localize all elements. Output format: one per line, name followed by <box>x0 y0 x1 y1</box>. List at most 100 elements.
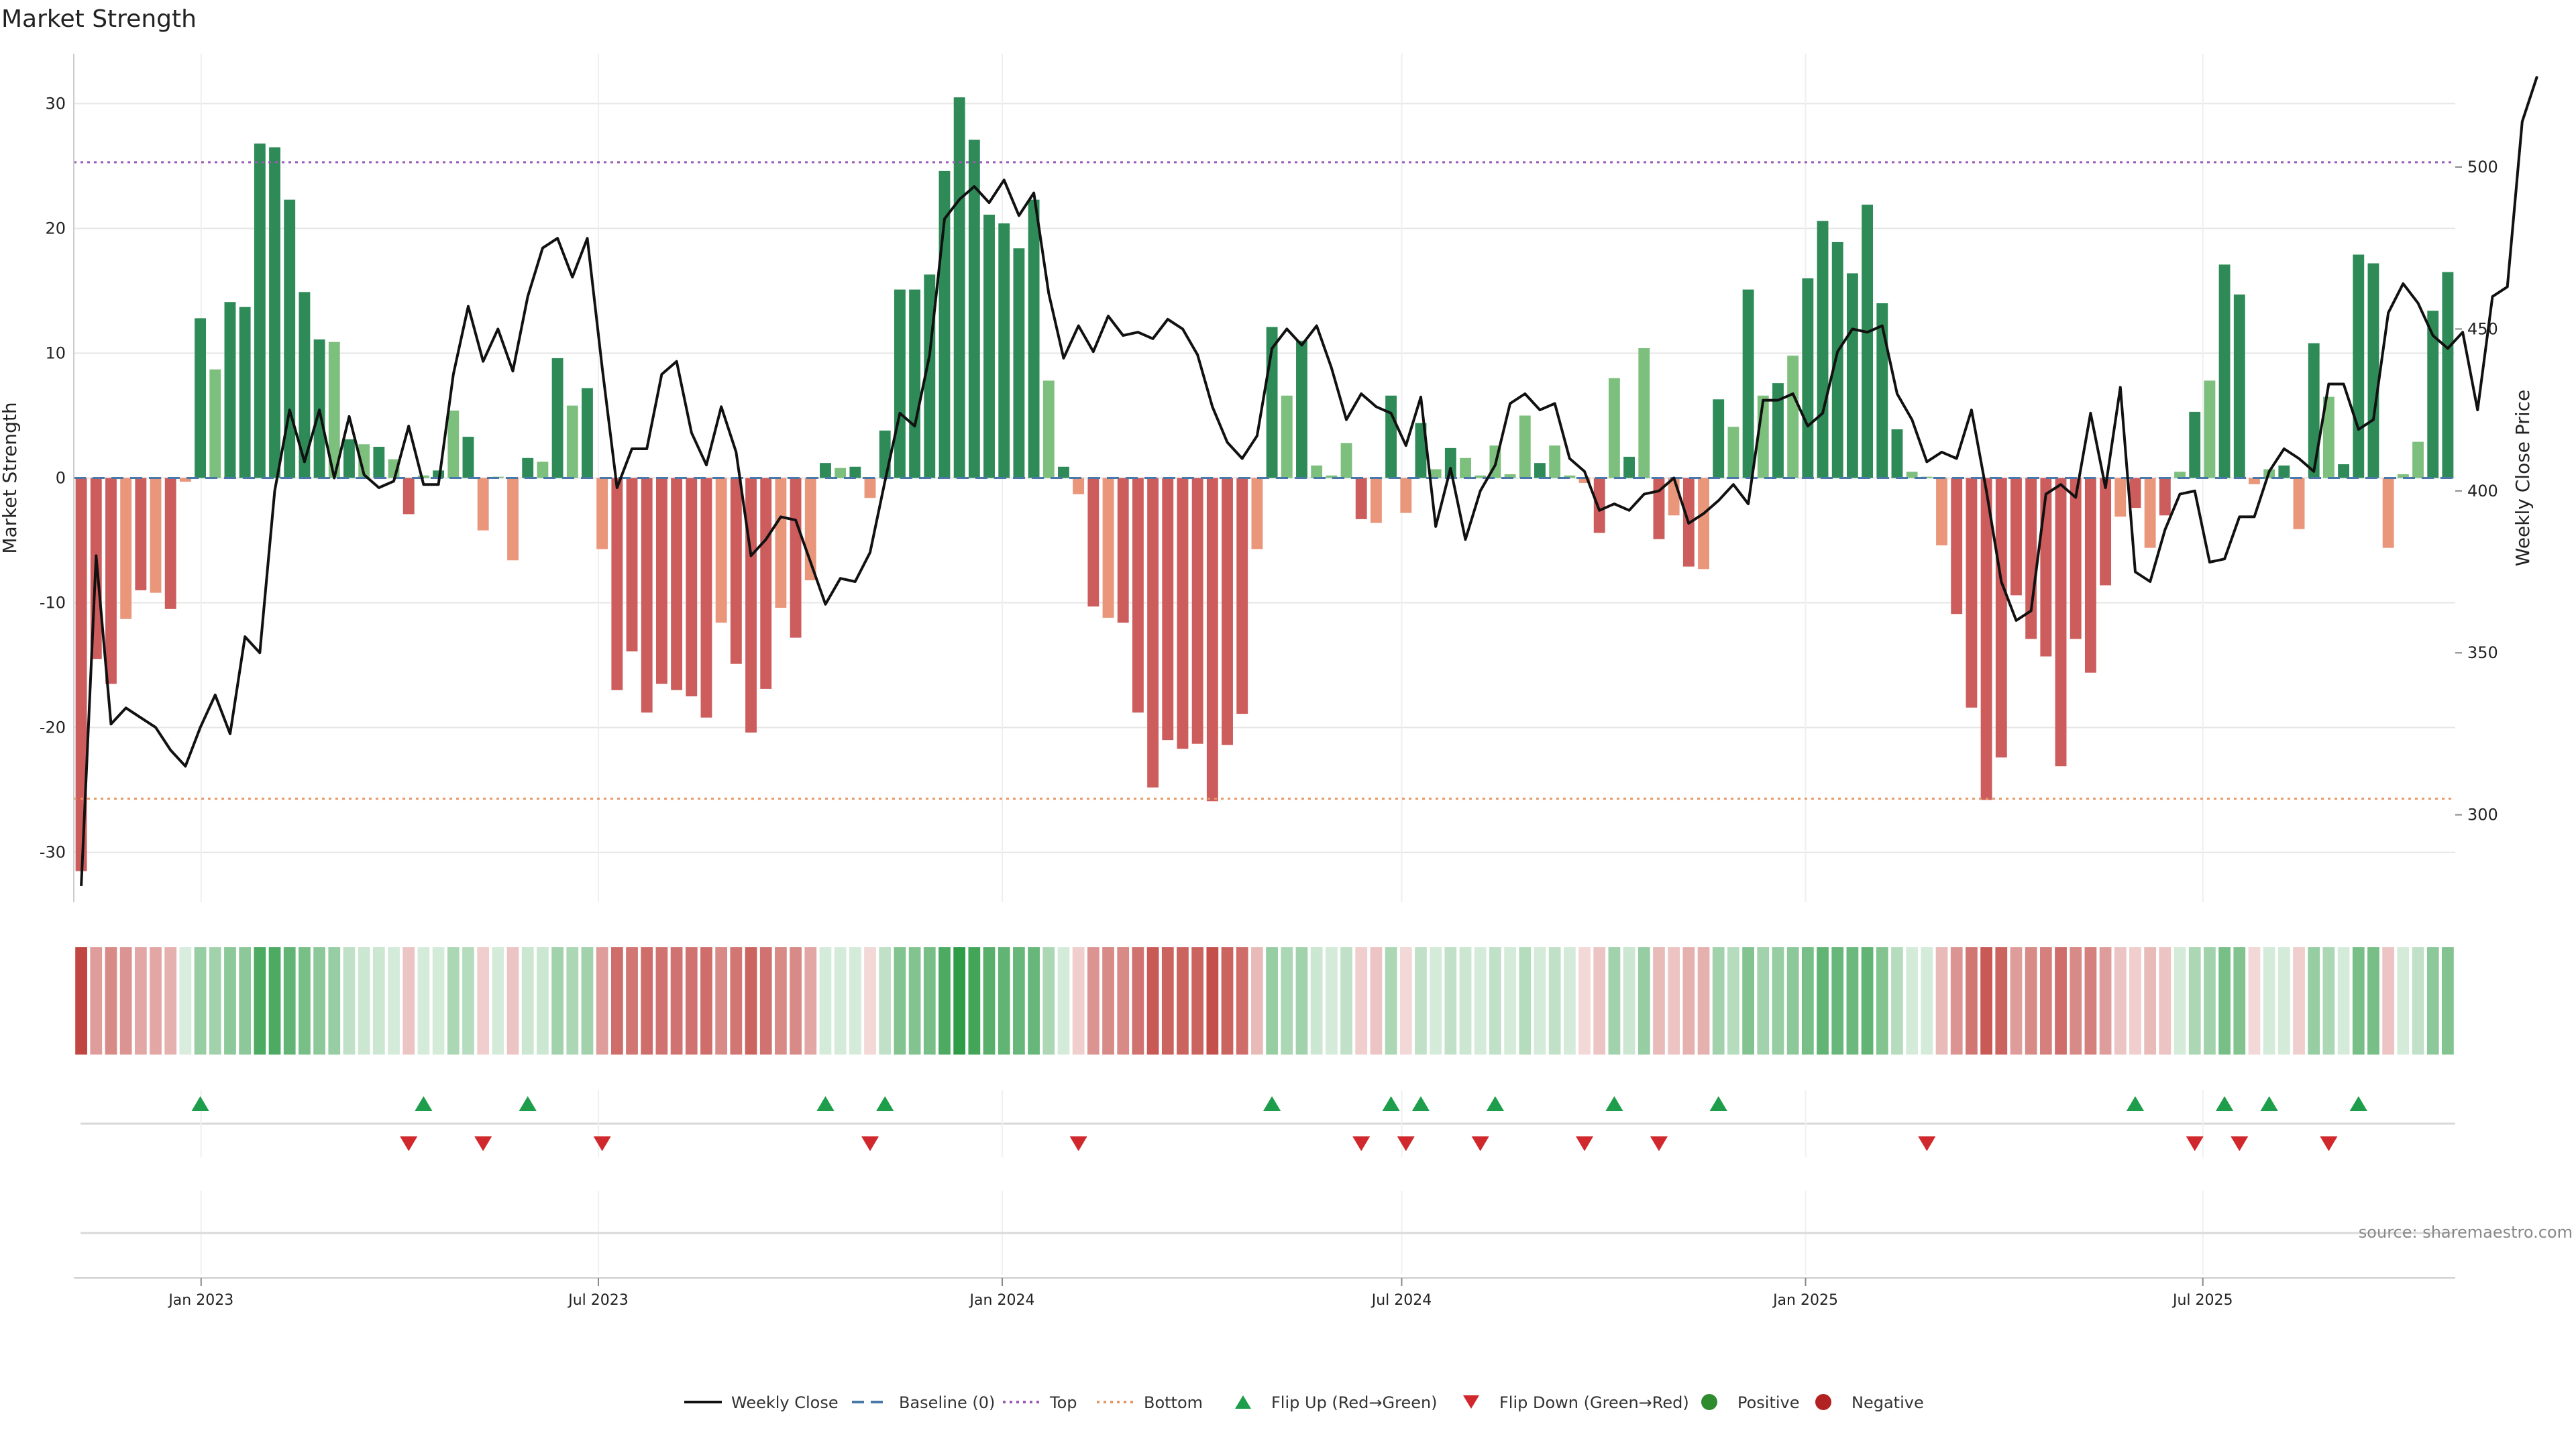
heat-cell <box>1206 947 1219 1055</box>
flip-up-marker <box>2126 1096 2144 1111</box>
strength-bar <box>909 289 921 478</box>
strength-bar <box>1802 278 1814 478</box>
heat-cell <box>1786 947 1799 1055</box>
legend-item: Top <box>1003 1393 1077 1412</box>
legend-item: Bottom <box>1097 1393 1203 1412</box>
heat-cell <box>343 947 356 1055</box>
strength-bar <box>2159 478 2171 516</box>
heat-cell <box>1861 947 1874 1055</box>
strength-bar <box>641 478 653 713</box>
strength-bar <box>284 199 296 478</box>
strength-bar <box>1028 199 1040 478</box>
heat-cell <box>655 947 668 1055</box>
x-tick-label: Jul 2024 <box>1371 1292 1432 1309</box>
strength-bar <box>224 302 236 478</box>
heat-cell <box>239 947 252 1055</box>
strength-bar <box>2070 478 2082 639</box>
heat-cell <box>447 947 460 1055</box>
axes: -30 -20 -10 0 10 20 30 Market Strength 300 350 400… <box>0 54 2534 902</box>
heat-cell <box>1028 947 1040 1055</box>
heat-cell <box>1415 947 1427 1055</box>
heat-cell <box>1563 947 1576 1055</box>
strength-bar <box>2040 478 2052 657</box>
strength-bar <box>1340 443 1352 478</box>
heat-cell <box>1742 947 1754 1055</box>
strength-bar <box>2427 311 2439 478</box>
heat-cell <box>194 947 207 1055</box>
strength-bar <box>1430 469 1442 478</box>
heat-cell <box>268 947 281 1055</box>
heat-cell <box>879 947 892 1055</box>
heat-cell <box>819 947 832 1055</box>
heat-cell <box>551 947 564 1055</box>
strength-bar <box>1772 383 1784 478</box>
legend-swatch <box>1701 1394 1717 1410</box>
strength-bar <box>1966 478 1978 708</box>
strength-bar <box>1891 429 1903 478</box>
strength-bar <box>551 358 564 478</box>
heat-cell <box>685 947 698 1055</box>
strength-bar <box>135 478 147 590</box>
heat-cell <box>2039 947 2052 1055</box>
strength-bar <box>1504 474 1516 478</box>
strength-bar <box>760 478 772 689</box>
heat-cell <box>2293 947 2305 1055</box>
strength-bar <box>715 478 727 623</box>
heat-cell <box>402 947 415 1055</box>
y-tick-label: -20 <box>40 718 66 737</box>
strength-bar <box>820 463 831 478</box>
heat-cell <box>1325 947 1338 1055</box>
heat-cell <box>2129 947 2141 1055</box>
heat-cell <box>804 947 817 1055</box>
heat-cell <box>1236 947 1248 1055</box>
weekly-close-line <box>80 76 2538 886</box>
heat-cell <box>775 947 787 1055</box>
heat-cell <box>1593 947 1606 1055</box>
heat-cell <box>1177 947 1189 1055</box>
strength-bar <box>1236 478 1248 714</box>
legend: Weekly Close Baseline (0) Top Bottom Flip Up… <box>684 1393 1924 1412</box>
strength-bar <box>849 466 861 478</box>
heat-cell <box>2025 947 2037 1055</box>
heat-cell <box>2070 947 2082 1055</box>
strength-bar <box>75 478 87 871</box>
strength-bar <box>522 458 534 478</box>
legend-label: Baseline (0) <box>899 1393 995 1412</box>
strength-bar <box>894 289 906 478</box>
strength-bar <box>2367 263 2379 478</box>
heat-cell <box>1072 947 1085 1055</box>
strength-bar <box>1951 478 1963 614</box>
strength-bars <box>75 97 2454 871</box>
y-tick-label: 10 <box>45 343 66 362</box>
legend-item: Flip Up (Red→Green) <box>1235 1393 1438 1412</box>
legend-label: Flip Down (Green→Red) <box>1499 1393 1689 1412</box>
strength-bar <box>433 470 445 478</box>
heat-cell <box>2382 947 2395 1055</box>
heat-cell <box>477 947 490 1055</box>
heat-cell <box>1042 947 1055 1055</box>
strength-bar <box>1385 395 1397 478</box>
strength-bar <box>953 97 965 478</box>
strength-bar <box>2144 478 2156 548</box>
strength-bar <box>700 478 712 718</box>
heat-cell <box>2337 947 2350 1055</box>
heat-cell <box>983 947 996 1055</box>
y2-axis-label: Weekly Close Price <box>2512 390 2534 566</box>
strength-bar <box>462 437 474 478</box>
strength-bar <box>2338 464 2350 478</box>
flip-up-marker <box>1709 1096 1727 1111</box>
heat-cell <box>1712 947 1725 1055</box>
strength-bar <box>343 439 355 478</box>
strength-bar <box>1474 475 1487 478</box>
heat-cell <box>537 947 549 1055</box>
flip-down-marker <box>1397 1136 1415 1151</box>
heat-cell <box>372 947 385 1055</box>
strength-bar <box>596 478 608 549</box>
heat-cell <box>2010 947 2023 1055</box>
strength-bar <box>2412 441 2424 478</box>
legend-label: Flip Up (Red→Green) <box>1271 1393 1438 1412</box>
x-tick-label: Jul 2023 <box>567 1292 629 1309</box>
strength-bar <box>2218 264 2231 478</box>
heat-cell <box>75 947 87 1055</box>
